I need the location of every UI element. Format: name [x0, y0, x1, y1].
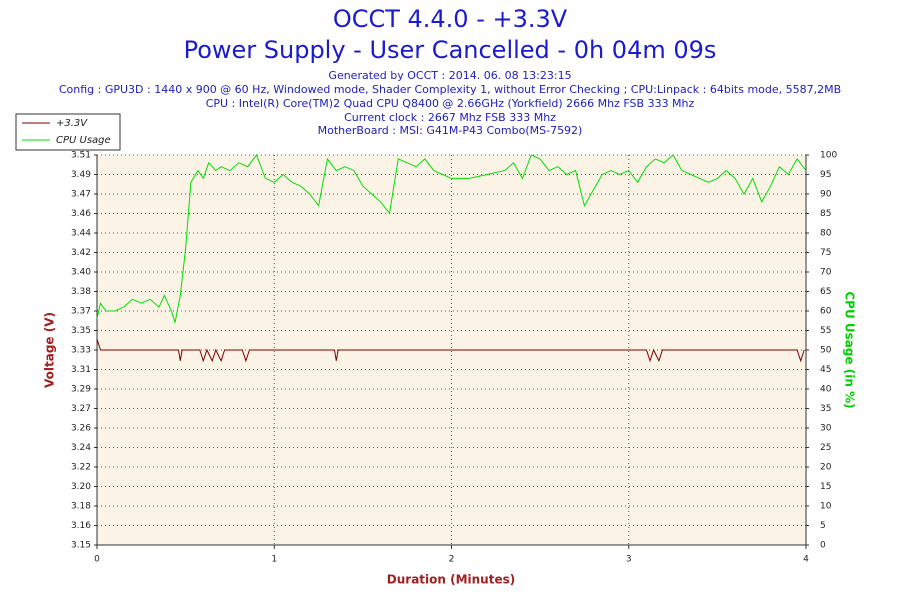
- y-tick-label: 3.24: [71, 443, 91, 453]
- y-tick-label: 3.15: [71, 541, 91, 551]
- y-tick-label: 3.47: [71, 190, 91, 200]
- series-line: [96, 339, 805, 363]
- y2-tick-label: 75: [820, 248, 831, 258]
- y-tick-label: 3.29: [71, 385, 91, 395]
- y2-tick-label: 10: [820, 502, 832, 512]
- y-axis-label: Voltage (V): [43, 312, 57, 388]
- y-tick-label: 3.27: [71, 404, 91, 414]
- y2-tick-label: 20: [820, 463, 832, 473]
- y-tick-label: 3.16: [71, 521, 91, 531]
- y2-tick-label: 85: [820, 209, 831, 219]
- info-line: MotherBoard : MSI: G41M-P43 Combo(MS-759…: [318, 124, 583, 137]
- y-tick-label: 3.26: [71, 424, 91, 434]
- x-tick-label: 3: [626, 555, 632, 565]
- x-tick-label: 4: [803, 555, 809, 565]
- y-tick-label: 3.51: [71, 151, 91, 161]
- series-line: [96, 153, 807, 323]
- y-tick-label: 3.38: [71, 287, 91, 297]
- y2-tick-label: 65: [820, 287, 831, 297]
- info-line: Config : GPU3D : 1440 x 900 @ 60 Hz, Win…: [59, 83, 841, 96]
- y2-tick-label: 25: [820, 443, 831, 453]
- y2-tick-label: 15: [820, 482, 831, 492]
- x-tick-label: 1: [271, 555, 277, 565]
- x-tick-label: 0: [94, 555, 100, 565]
- y2-tick-label: 55: [820, 326, 831, 336]
- y-tick-label: 3.31: [71, 365, 91, 375]
- y2-tick-label: 50: [820, 346, 832, 356]
- y-tick-label: 3.35: [71, 326, 91, 336]
- y-tick-label: 3.40: [71, 268, 91, 278]
- chart-subtitle: Power Supply - User Cancelled - 0h 04m 0…: [184, 36, 717, 64]
- y2-tick-label: 80: [820, 229, 832, 239]
- y-tick-label: 3.44: [71, 229, 91, 239]
- y2-tick-label: 35: [820, 404, 831, 414]
- y-tick-label: 3.49: [71, 170, 91, 180]
- y-tick-label: 3.18: [71, 502, 91, 512]
- y2-tick-label: 45: [820, 365, 831, 375]
- y-tick-label: 3.46: [71, 209, 91, 219]
- y-tick-label: 3.37: [71, 307, 91, 317]
- info-line: CPU : Intel(R) Core(TM)2 Quad CPU Q8400 …: [206, 97, 695, 110]
- y-tick-label: 3.22: [71, 463, 91, 473]
- info-line: Generated by OCCT : 2014. 06. 08 13:23:1…: [328, 69, 571, 82]
- y2-axis-label: CPU Usage (in %): [843, 291, 857, 408]
- y-tick-label: 3.42: [71, 248, 91, 258]
- y2-tick-label: 0: [820, 541, 826, 551]
- y2-tick-label: 100: [820, 151, 837, 161]
- y2-tick-label: 40: [820, 385, 832, 395]
- y2-tick-label: 90: [820, 190, 832, 200]
- legend-label: +3.3V: [56, 118, 88, 129]
- x-tick-label: 2: [449, 555, 455, 565]
- legend-box: [15, 113, 121, 151]
- y2-tick-label: 70: [820, 268, 832, 278]
- info-line: Current clock : 2667 Mhz FSB 333 Mhz: [344, 111, 556, 124]
- y2-tick-label: 5: [820, 521, 826, 531]
- legend-label: CPU Usage: [56, 135, 111, 146]
- chart-title: OCCT 4.4.0 - +3.3V: [333, 5, 568, 33]
- y2-tick-label: 95: [820, 170, 831, 180]
- y-tick-label: 3.33: [71, 346, 91, 356]
- y2-tick-label: 60: [820, 307, 832, 317]
- y2-tick-label: 30: [820, 424, 832, 434]
- x-axis-label: Duration (Minutes): [387, 573, 515, 587]
- y-tick-label: 3.20: [71, 482, 91, 492]
